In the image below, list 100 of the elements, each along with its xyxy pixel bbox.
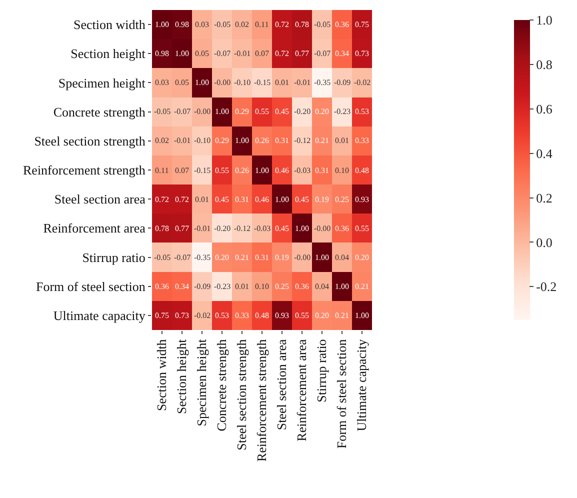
data-label: 0.01 [235, 282, 249, 291]
data-label: -0.01 [174, 136, 191, 145]
y-tick-label: Reinforcement area [43, 220, 146, 236]
data-label: -0.15 [254, 78, 271, 87]
data-label: 0.46 [275, 166, 289, 175]
data-label: 0.31 [315, 166, 329, 175]
data-label: -0.03 [294, 166, 311, 175]
data-label: 0.45 [275, 224, 289, 233]
data-label: -0.12 [234, 224, 251, 233]
data-label: 0.25 [335, 195, 349, 204]
data-label: -0.15 [194, 166, 211, 175]
x-tick-label: Steel section strength [234, 338, 250, 450]
data-label: -0.20 [294, 107, 311, 116]
data-label: 0.55 [295, 311, 309, 320]
data-label: -0.10 [234, 78, 251, 87]
data-label: -0.05 [154, 253, 171, 262]
data-label: 0.72 [175, 195, 189, 204]
data-label: -0.20 [214, 224, 231, 233]
data-label: 0.36 [335, 224, 349, 233]
data-label: -0.07 [174, 107, 191, 116]
data-label: -0.01 [294, 78, 311, 87]
data-label: 0.11 [155, 166, 169, 175]
data-label: 0.45 [215, 195, 229, 204]
data-label: -0.00 [294, 253, 311, 262]
data-label: 0.73 [175, 311, 189, 320]
y-tick-label: Stirrup ratio [82, 250, 146, 265]
y-tick-label: Form of steel section [36, 278, 146, 294]
data-label: 0.21 [335, 311, 349, 320]
data-label: 0.01 [335, 136, 349, 145]
data-label: 1.00 [155, 20, 169, 29]
data-label: 0.48 [355, 166, 369, 175]
data-label: 0.78 [295, 20, 309, 29]
y-tick-label: Steel section strength [34, 133, 146, 148]
x-tick-label: Form of steel section [334, 338, 350, 449]
data-label: 0.45 [275, 107, 289, 116]
data-label: 0.07 [255, 49, 269, 58]
data-label: 1.00 [355, 311, 369, 320]
data-label: 0.55 [355, 224, 369, 233]
data-label: 0.33 [355, 136, 369, 145]
x-tick-label: Reinforcement area [294, 338, 310, 442]
data-label: 0.31 [235, 195, 249, 204]
data-label: 1.00 [235, 136, 249, 145]
data-label: 0.20 [355, 253, 369, 262]
data-label: 0.21 [235, 253, 249, 262]
data-label: 0.02 [155, 136, 169, 145]
data-label: -0.05 [154, 107, 171, 116]
data-label: 0.29 [235, 107, 249, 116]
data-label: 0.34 [175, 282, 189, 291]
y-tick-label: Steel section area [54, 192, 146, 207]
data-label: 0.73 [355, 49, 369, 58]
x-tick-label: Steel section area [274, 338, 290, 430]
x-tick-label: Stirrup ratio [314, 339, 330, 402]
data-label: 0.20 [315, 107, 329, 116]
data-label: 1.00 [215, 107, 229, 116]
data-label: 0.55 [255, 107, 269, 116]
data-label: 0.03 [155, 78, 169, 87]
data-label: 0.04 [335, 253, 349, 262]
data-label: 0.77 [295, 49, 309, 58]
data-label: 0.21 [315, 136, 329, 145]
data-label: 0.04 [315, 282, 329, 291]
data-label: 0.10 [255, 282, 269, 291]
data-label: 0.11 [255, 20, 269, 29]
data-label: 0.36 [155, 282, 169, 291]
data-label: -0.09 [194, 282, 211, 291]
data-label: -0.07 [174, 253, 191, 262]
data-label: 0.26 [235, 166, 249, 175]
data-label: 0.05 [195, 49, 209, 58]
data-label: 0.75 [355, 20, 369, 29]
data-label: 0.53 [215, 311, 229, 320]
data-label: -0.02 [194, 311, 211, 320]
data-label: 0.55 [215, 166, 229, 175]
data-label: 0.10 [335, 166, 349, 175]
data-label: -0.00 [314, 224, 331, 233]
data-label: -0.35 [194, 253, 211, 262]
data-label: -0.12 [294, 136, 311, 145]
data-label: 1.00 [335, 282, 349, 291]
color-bar-label: 0.8 [536, 56, 552, 72]
data-label: -0.23 [214, 282, 231, 291]
data-label: 0.19 [315, 195, 329, 204]
data-label: 0.20 [315, 311, 329, 320]
y-tick-label: Specimen height [58, 75, 146, 90]
data-label: 0.26 [255, 136, 269, 145]
data-label: -0.05 [314, 20, 331, 29]
data-label: -0.01 [234, 49, 251, 58]
color-bar-label: 0.4 [536, 146, 553, 161]
data-label: 0.98 [175, 20, 189, 29]
data-label: 1.00 [275, 195, 289, 204]
data-label: 0.93 [355, 195, 369, 204]
color-bar-label: 1.0 [536, 12, 552, 28]
data-label: 0.21 [355, 282, 369, 291]
data-label: 1.00 [175, 49, 189, 58]
data-label: 0.31 [255, 253, 269, 262]
data-label: 0.07 [175, 166, 189, 175]
data-label: 0.72 [275, 20, 289, 29]
data-label: 0.48 [255, 311, 269, 320]
data-label: -0.09 [334, 78, 351, 87]
data-label: 0.98 [155, 49, 169, 58]
data-label: 0.05 [175, 78, 189, 87]
x-tick-label: Concrete strength [214, 338, 230, 432]
data-label: 0.01 [275, 78, 289, 87]
